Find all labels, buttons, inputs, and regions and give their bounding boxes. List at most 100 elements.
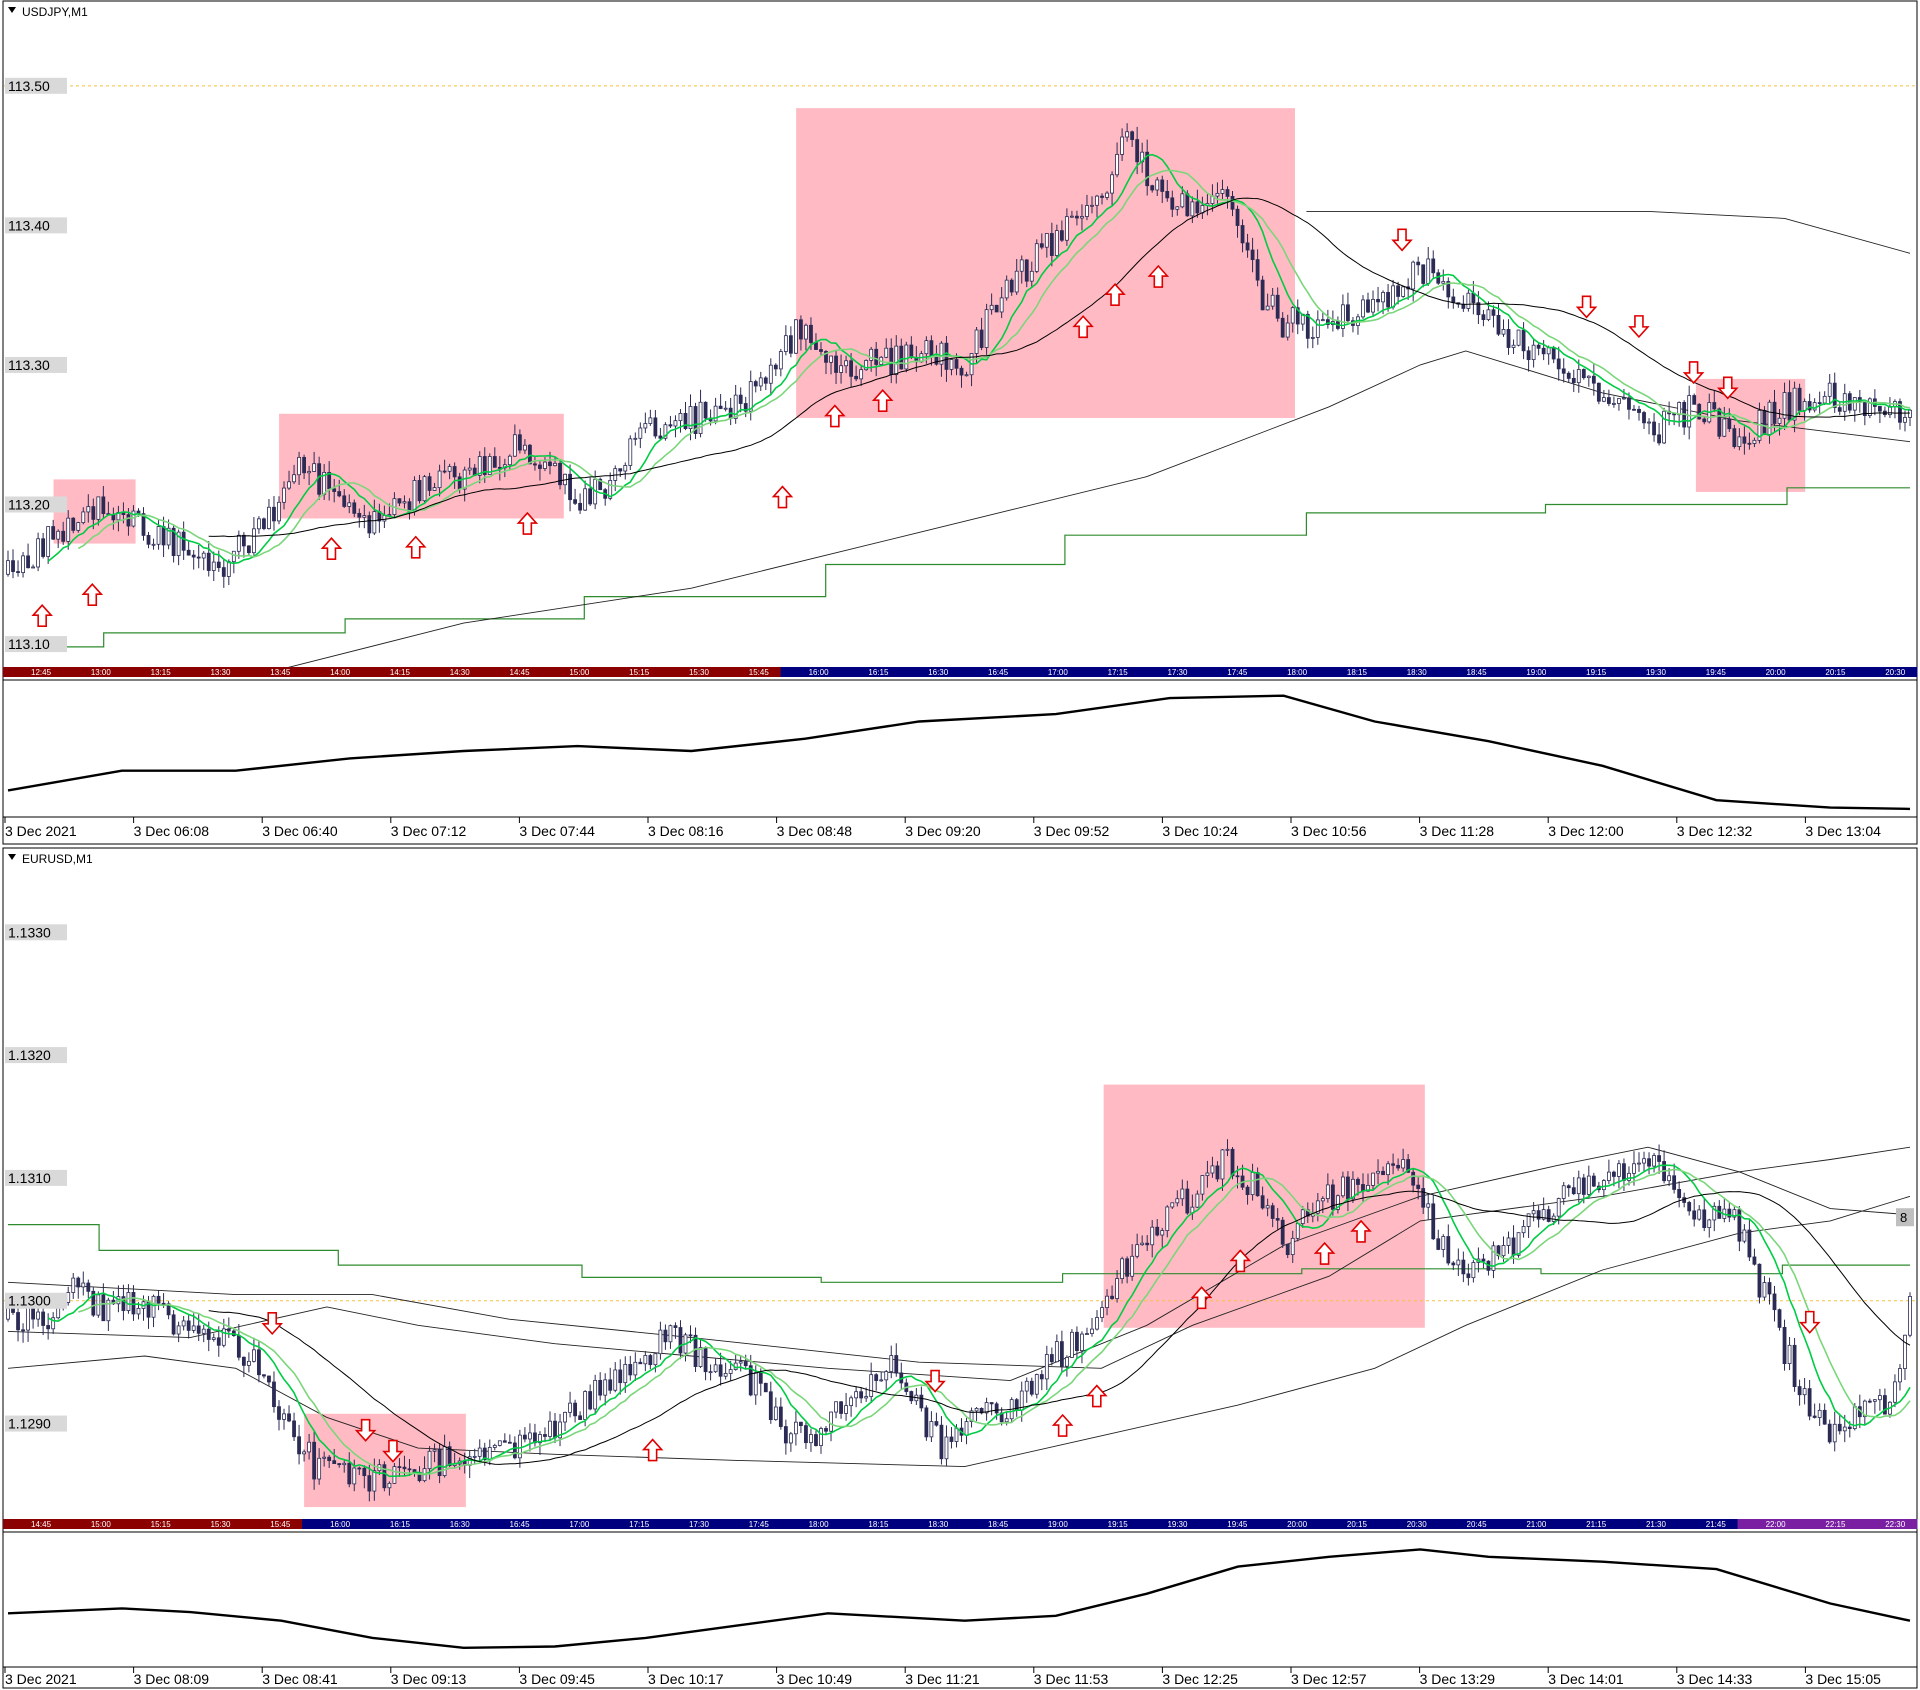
candle-body xyxy=(126,514,131,527)
candle-body xyxy=(171,1314,176,1335)
time-strip-label: 21:00 xyxy=(1526,1520,1547,1529)
candle-body xyxy=(176,531,181,556)
candle-body xyxy=(834,355,838,373)
candle-body xyxy=(1707,1219,1712,1228)
eurusd-chart-panel[interactable]: 1.1330 1.1320 1.1310 1.1300 1.1290 8 14:45 15:… xyxy=(0,842,1920,1690)
candle-body xyxy=(1441,281,1446,284)
candle-body xyxy=(1903,1334,1907,1369)
collapse-triangle-icon[interactable] xyxy=(8,854,16,860)
candle-body xyxy=(824,1428,828,1432)
candle-body xyxy=(1125,1258,1130,1277)
candle-body xyxy=(643,1355,648,1365)
candle-body xyxy=(1275,294,1280,319)
candle-body xyxy=(201,1328,206,1334)
time-strip-segment xyxy=(720,1519,782,1529)
candle-body xyxy=(427,1450,432,1470)
time-strip-label: 20:30 xyxy=(1885,668,1906,677)
candle-body xyxy=(236,534,241,552)
candle-body xyxy=(1145,151,1150,187)
candle-body xyxy=(1431,258,1436,274)
candle-body xyxy=(1280,1219,1285,1245)
candle-body xyxy=(543,461,547,469)
candle-body xyxy=(1526,350,1531,361)
time-strip-label: 13:45 xyxy=(270,668,291,677)
candle-body xyxy=(1330,1184,1335,1210)
candle-body xyxy=(1872,1399,1877,1402)
time-strip-label: 19:30 xyxy=(1646,668,1667,677)
moving-average-line xyxy=(47,153,1911,565)
candle-body xyxy=(1150,1226,1155,1246)
candle-body xyxy=(1140,1242,1145,1246)
candle-body xyxy=(548,1420,552,1437)
time-strip-label: 19:45 xyxy=(1706,668,1727,677)
time-strip-label: 16:45 xyxy=(988,668,1009,677)
candle-body xyxy=(538,464,542,469)
collapse-triangle-icon[interactable] xyxy=(8,7,16,13)
candle-body xyxy=(638,1361,643,1365)
candle-body xyxy=(713,1364,718,1373)
candle-body xyxy=(407,1468,412,1471)
time-strip-label: 20:30 xyxy=(1407,1520,1428,1529)
candle-body xyxy=(387,1482,392,1489)
candle-body xyxy=(1712,1205,1717,1221)
date-tick-label: 3 Dec 10:56 xyxy=(1291,823,1367,839)
candle-body xyxy=(839,1401,843,1414)
candle-body xyxy=(904,344,909,370)
candle-body xyxy=(1170,197,1175,210)
price-label-box xyxy=(5,636,67,653)
time-strip-segment xyxy=(1079,667,1140,677)
candle-body xyxy=(1576,369,1581,384)
candle-body xyxy=(1175,206,1180,210)
candle-body xyxy=(282,1413,286,1420)
time-strip-label: 15:45 xyxy=(270,1520,291,1529)
candle-body xyxy=(272,1381,276,1408)
candle-body xyxy=(884,347,889,358)
candle-body xyxy=(668,424,673,427)
candle-body xyxy=(402,1466,407,1470)
candle-body xyxy=(482,1447,487,1460)
candle-body xyxy=(1320,319,1325,322)
candle-body xyxy=(999,297,1004,313)
candle-body xyxy=(226,1328,231,1332)
time-strip-segment xyxy=(780,1519,841,1529)
usdjpy-chart-panel[interactable]: 113.50 113.40 113.30 113.20 113.10 12:45 13:0… xyxy=(0,0,1920,848)
candle-body xyxy=(1305,313,1310,339)
panel-title[interactable]: EURUSD,M1 xyxy=(8,852,93,866)
candle-body xyxy=(106,1299,111,1322)
candle-body xyxy=(1064,1357,1069,1367)
candle-body xyxy=(1842,1426,1847,1432)
candle-body xyxy=(1898,1368,1902,1383)
candle-body xyxy=(1456,1259,1461,1266)
candle-body xyxy=(66,1292,71,1303)
candle-body xyxy=(1566,372,1571,379)
panel-title[interactable]: USDJPY,M1 xyxy=(8,5,88,19)
envelope-line xyxy=(7,1146,1911,1382)
candle-body xyxy=(1662,410,1666,444)
candle-body xyxy=(834,1401,838,1413)
candle-body xyxy=(1180,193,1185,208)
date-tick-label: 3 Dec 15:05 xyxy=(1805,1671,1881,1687)
oscillator-line xyxy=(7,694,1911,811)
candle-body xyxy=(844,1405,848,1414)
candle-body xyxy=(1145,1242,1150,1246)
moving-average-lines xyxy=(47,153,1911,565)
candle-body xyxy=(61,530,66,542)
candle-body xyxy=(1064,216,1069,241)
candle-body xyxy=(507,455,512,466)
time-strip-label: 15:00 xyxy=(91,1520,112,1529)
candle-body xyxy=(1175,1198,1180,1204)
candle-body xyxy=(994,1403,999,1414)
candle-body xyxy=(196,556,201,559)
candle-body xyxy=(337,1463,342,1466)
candle-body xyxy=(1105,192,1109,198)
time-strip-segment xyxy=(62,1519,124,1529)
signal-arrows xyxy=(261,1219,1821,1463)
time-strip-segment xyxy=(182,1519,243,1529)
envelope-line xyxy=(7,1195,1911,1468)
candle-body xyxy=(1346,304,1350,322)
candle-body xyxy=(663,424,668,439)
candle-body xyxy=(1421,1188,1426,1208)
candle-body xyxy=(718,405,723,409)
candle-body xyxy=(1044,233,1049,248)
candle-body xyxy=(1852,397,1857,411)
